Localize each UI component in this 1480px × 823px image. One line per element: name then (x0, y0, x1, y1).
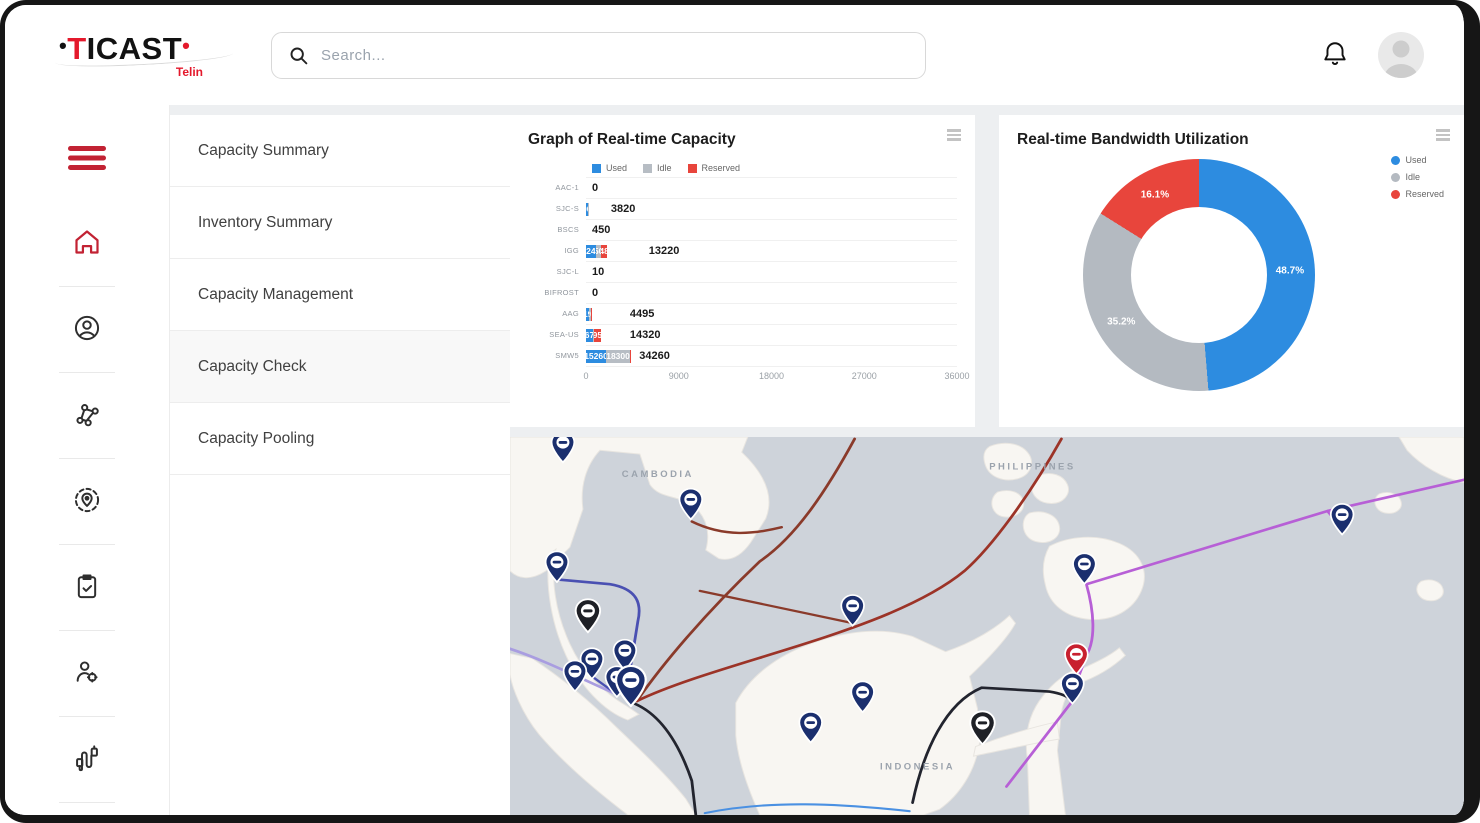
cable-blue[interactable] (703, 803, 911, 815)
home-icon[interactable] (67, 222, 107, 265)
divider (59, 286, 115, 287)
cable-brown-4[interactable] (698, 589, 854, 625)
divider (59, 544, 115, 545)
utilization-chart-card: Real-time Bandwidth Utilization Used Idle… (999, 115, 1464, 427)
map-water (510, 437, 1464, 815)
legend-item: Used (592, 163, 627, 173)
location-target-icon[interactable] (67, 480, 107, 523)
donut-slice-label-used: 48.7% (1275, 265, 1305, 277)
bar-row-bifrost: BIFROST 0 (528, 282, 957, 303)
bar-segment-used: 3000 (586, 202, 588, 216)
chart-menu-icon[interactable] (1436, 127, 1450, 143)
logo-dot-left: • (59, 33, 68, 58)
map-label-philippines: PHILIPPINES (989, 461, 1075, 471)
legend-item: Idle (643, 163, 672, 173)
bar-row-sjc-l: SJC-L 10 (528, 261, 957, 282)
bar-row-smw5: SMW5152601830034260 (528, 345, 957, 366)
menu-item-capacity-summary[interactable]: Capacity Summary (170, 115, 510, 187)
cable-indigo[interactable] (555, 578, 641, 688)
cable-brown-3[interactable] (690, 520, 784, 535)
user-settings-icon[interactable] (67, 652, 107, 695)
menu-item-capacity-management[interactable]: Capacity Management (170, 259, 510, 331)
bar-segment-used: 15260 (586, 349, 607, 363)
bar-segment-used: 3190 (586, 307, 590, 321)
hamburger-menu-icon[interactable] (62, 139, 112, 180)
legend-item: Idle (1391, 172, 1444, 182)
network-map[interactable]: CAMBODIA PHILIPPINES INDONESIA (510, 437, 1464, 815)
account-icon[interactable] (67, 308, 107, 351)
user-avatar[interactable] (1378, 32, 1424, 78)
cable-brown-2[interactable] (635, 437, 1063, 703)
bar-total-label: 13220 (648, 245, 680, 257)
bar-total-label: 14320 (629, 329, 661, 341)
bar-segment-used: 6670 (586, 328, 593, 342)
divider (59, 372, 115, 373)
map-land (510, 437, 1464, 815)
bar-segment-reserved: 3480 (601, 244, 607, 258)
logo-text: •TICAST• (59, 31, 191, 66)
divider (59, 802, 115, 803)
donut-chart: 48.7% 35.2% 16.1% (1083, 159, 1315, 391)
legend-item: Reserved (687, 163, 740, 173)
network-share-icon[interactable] (67, 394, 107, 437)
cable-brown-1[interactable] (635, 437, 857, 703)
chart-menu-icon[interactable] (947, 127, 961, 143)
menu-item-capacity-check[interactable]: Capacity Check (170, 331, 510, 403)
logo-subtitle: Telin (175, 65, 203, 79)
search-bar[interactable] (271, 31, 926, 79)
notifications-bell-icon[interactable] (1322, 40, 1348, 71)
capacity-chart-card: Graph of Real-time Capacity Used Idle Rese… (510, 115, 975, 427)
bar-row-sjc-s: SJC-S30003820 (528, 198, 957, 219)
cable-connection-icon[interactable] (67, 738, 107, 781)
map-country-labels: CAMBODIA PHILIPPINES INDONESIA (622, 461, 1075, 772)
bar-segment-idle (593, 328, 594, 342)
menu-item-inventory-summary[interactable]: Inventory Summary (170, 187, 510, 259)
bar-total-label: 450 (592, 224, 611, 236)
bar-total-label: 0 (592, 287, 599, 299)
bar-total-label: 10 (592, 266, 605, 278)
divider (59, 630, 115, 631)
bar-total-label: 34260 (639, 350, 670, 362)
cable-black-2[interactable] (911, 686, 1074, 804)
bar-segment-reserved: 6950 (593, 328, 602, 342)
donut-legend: Used Idle Reserved (1391, 155, 1444, 206)
bar-chart-x-axis: 0 9000 18000 27000 36000 (528, 366, 970, 384)
bar-row-aac-1: AAC-1 0 (528, 177, 957, 198)
bar-segment-idle: 3500 (595, 244, 602, 258)
bar-total-label: 3820 (610, 203, 636, 215)
bar-chart-legend: Used Idle Reserved (592, 163, 957, 173)
donut-slice-label-reserved: 16.1% (1140, 189, 1170, 201)
menu-item-capacity-pooling[interactable]: Capacity Pooling (170, 403, 510, 475)
icon-sidebar (5, 105, 170, 815)
divider (59, 716, 115, 717)
bar-segment-used: 6240 (586, 244, 596, 258)
bar-segment-idle: 18300 (606, 349, 631, 363)
bar-total-label: 4495 (629, 308, 655, 320)
donut-slice-label-idle: 35.2% (1107, 316, 1136, 328)
capacity-chart-title: Graph of Real-time Capacity (528, 131, 736, 148)
legend-item: Used (1391, 155, 1444, 165)
map-label-cambodia: CAMBODIA (622, 469, 694, 479)
bar-row-igg: IGG62403500348013220 (528, 240, 957, 261)
clipboard-check-icon[interactable] (67, 566, 107, 609)
map-label-indonesia: INDONESIA (880, 762, 955, 772)
bar-row-aag: AAG319012054495 (528, 303, 957, 324)
submenu-panel: Capacity Summary Inventory Summary Capacit… (170, 115, 510, 815)
search-input[interactable] (321, 46, 909, 64)
legend-item: Reserved (1391, 189, 1444, 199)
logo-dot-right: • (182, 33, 191, 58)
bar-segment-reserved (630, 349, 631, 363)
bar-total-label: 0 (592, 182, 599, 194)
bar-row-bscs: BSCS 450 (528, 219, 957, 240)
top-bar: •TICAST• Telin (5, 5, 1464, 105)
bar-segment-idle: 1205 (589, 307, 591, 321)
app-logo: •TICAST• Telin (54, 31, 234, 79)
cable-black-1[interactable] (631, 701, 698, 815)
divider (59, 458, 115, 459)
bar-row-sea-us: SEA-US6670695014320 (528, 324, 957, 345)
search-icon (290, 47, 308, 64)
bar-chart-plot: AAC-10SJC-S30003820BSCS450IGG62403500348… (528, 177, 957, 366)
utilization-chart-title: Real-time Bandwidth Utilization (1017, 131, 1249, 148)
